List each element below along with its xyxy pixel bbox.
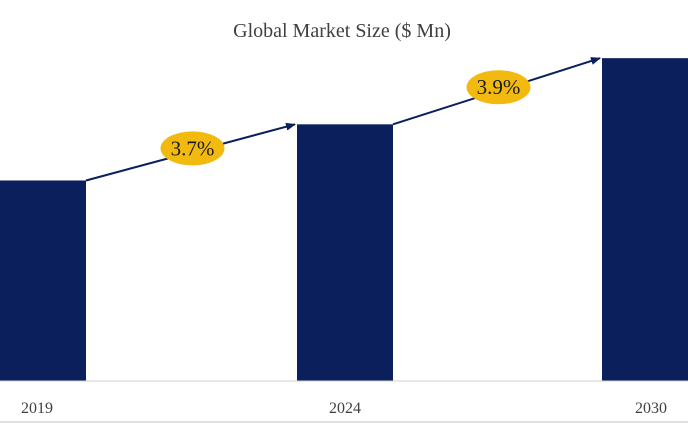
- x-tick-2019: 2019: [21, 400, 53, 417]
- cagr-badge-2019-2024: [160, 131, 225, 166]
- bar-2024: [297, 124, 393, 381]
- bar-2030: [602, 58, 688, 382]
- x-tick-2024: 2024: [329, 400, 361, 417]
- bars-group: [0, 58, 688, 382]
- cagr-badge-2024-2030: [466, 70, 531, 105]
- cagr-label-2019-2024: 3.7%: [171, 136, 215, 160]
- x-tick-2030: 2030: [635, 400, 667, 417]
- chart-title: Global Market Size ($ Mn): [233, 20, 451, 42]
- bar-2019: [0, 180, 86, 381]
- x-tick-labels: 2019 2024 2030: [21, 400, 667, 417]
- cagr-label-2024-2030: 3.9%: [477, 75, 521, 99]
- growth-arrows: 3.7% 3.9%: [85, 57, 601, 182]
